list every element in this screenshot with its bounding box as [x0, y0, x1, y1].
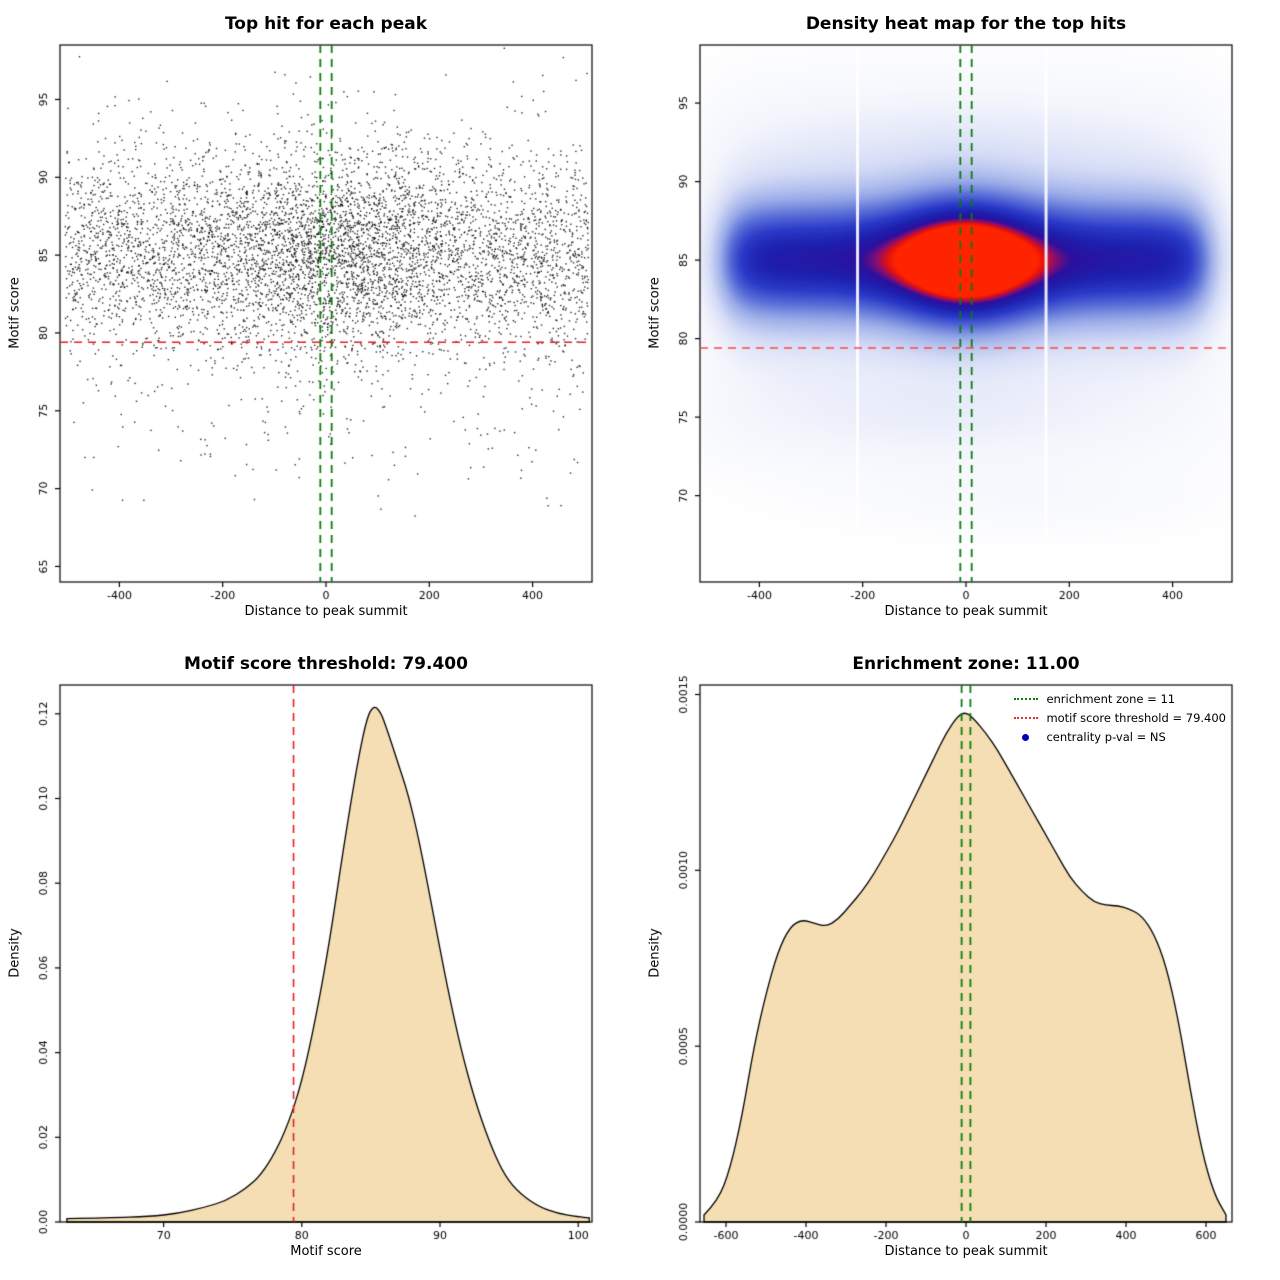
distance-density-ylabel: Density: [647, 928, 663, 978]
legend: enrichment zone = 11 motif score thresho…: [1014, 692, 1226, 744]
scatter-title: Top hit for each peak: [224, 14, 428, 34]
legend-label-centrality-pval: centrality p-val = NS: [1046, 730, 1166, 744]
legend-row-motif-threshold: motif score threshold = 79.400: [1014, 711, 1226, 725]
distance-density-title: Enrichment zone: 11.00: [852, 654, 1080, 674]
motif-threshold-line-sample-icon: [1014, 717, 1039, 719]
panel-score-density: Motif score threshold: 79.400 Motif scor…: [0, 640, 640, 1280]
score-density-ylabel: Density: [7, 928, 23, 978]
legend-label-enrichment-zone: enrichment zone = 11: [1046, 692, 1176, 706]
scatter-xlabel: Distance to peak summit: [244, 604, 408, 619]
score-density-plot-canvas: [0, 640, 640, 1280]
legend-row-enrichment-zone: enrichment zone = 11: [1014, 692, 1226, 706]
legend-label-motif-threshold: motif score threshold = 79.400: [1046, 711, 1226, 725]
heatmap-title: Density heat map for the top hits: [805, 14, 1127, 34]
heatmap-plot-canvas: [640, 0, 1280, 640]
heatmap-ylabel: Motif score: [647, 277, 663, 349]
score-density-title: Motif score threshold: 79.400: [184, 654, 468, 674]
score-density-xlabel: Motif score: [290, 1244, 362, 1259]
heatmap-xlabel: Distance to peak summit: [884, 604, 1048, 619]
panel-heatmap: Density heat map for the top hits Distan…: [640, 0, 1280, 640]
centrality-pval-dot-icon: [1022, 733, 1030, 741]
distance-density-xlabel: Distance to peak summit: [884, 1244, 1048, 1259]
panel-scatter: Top hit for each peak Distance to peak s…: [0, 0, 640, 640]
legend-row-centrality-pval: centrality p-val = NS: [1014, 730, 1226, 744]
distance-density-plot-canvas: [640, 640, 1280, 1280]
scatter-ylabel: Motif score: [7, 277, 23, 349]
scatter-plot-canvas: [0, 0, 640, 640]
panel-distance-density: Enrichment zone: 11.00 Distance to peak …: [640, 640, 1280, 1280]
enrichment-zone-line-sample-icon: [1014, 698, 1039, 700]
